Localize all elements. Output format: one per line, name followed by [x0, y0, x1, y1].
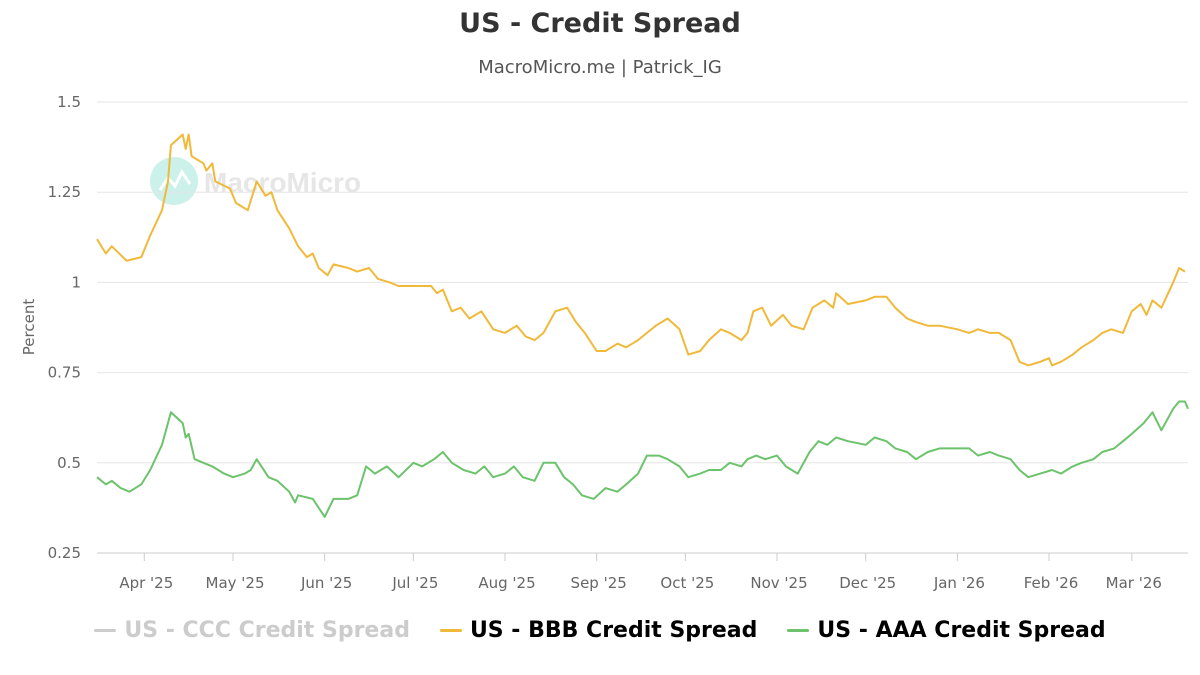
legend-swatch-aaa	[787, 629, 810, 632]
legend-item-ccc[interactable]: US - CCC Credit Spread	[94, 618, 410, 643]
x-tick-label: Oct '25	[660, 574, 714, 592]
x-tick-label: Nov '25	[750, 574, 807, 592]
chart-subtitle: MacroMicro.me | Patrick_IG	[478, 57, 722, 78]
chart-title: US - Credit Spread	[459, 8, 741, 39]
legend-label-bbb: US - BBB Credit Spread	[469, 618, 758, 643]
y-tick-label: 0.5	[57, 454, 81, 472]
x-tick-label: Apr '25	[119, 574, 173, 592]
watermark-text: MacroMicro	[204, 167, 361, 198]
x-tick-label: Jun '25	[300, 574, 352, 592]
legend-label-ccc: US - CCC Credit Spread	[124, 618, 410, 643]
x-tick-label: Aug '25	[478, 574, 535, 592]
x-tick-label: Sep '25	[571, 574, 627, 592]
series-line-bbb	[96, 133, 1186, 367]
x-tick-label: Dec '25	[839, 574, 896, 592]
chart-canvas: MacroMicro 0.25 0.5 0.75 1 1.25 1.5 Apr '25 Ma…	[20, 93, 1189, 592]
y-tick-label: 1	[71, 273, 81, 291]
x-tick-label: Jan '26	[933, 574, 985, 592]
y-axis-label: Percent	[20, 299, 38, 356]
legend-item-bbb[interactable]: US - BBB Credit Spread	[439, 618, 758, 643]
x-tick-label: May '25	[206, 574, 265, 592]
legend-label-aaa: US - AAA Credit Spread	[817, 618, 1106, 643]
legend: US - CCC Credit Spread US - BBB Credit S…	[0, 618, 1200, 643]
legend-item-aaa[interactable]: US - AAA Credit Spread	[787, 618, 1106, 643]
x-tick-label: Feb '26	[1024, 574, 1079, 592]
y-tick-label: 1.25	[48, 183, 81, 201]
y-tick-label: 0.25	[48, 544, 81, 562]
x-tick-label: Mar '26	[1106, 574, 1162, 592]
watermark-logo-mark	[158, 169, 192, 191]
watermark: MacroMicro	[150, 157, 361, 205]
watermark-logo-icon	[150, 157, 198, 205]
y-tick-label: 0.75	[48, 364, 81, 382]
series-line-aaa	[96, 400, 1189, 518]
y-tick-label: 1.5	[57, 93, 81, 111]
legend-swatch-ccc	[94, 629, 117, 632]
x-tick-label: Jul '25	[391, 574, 438, 592]
legend-swatch-bbb	[439, 629, 462, 632]
